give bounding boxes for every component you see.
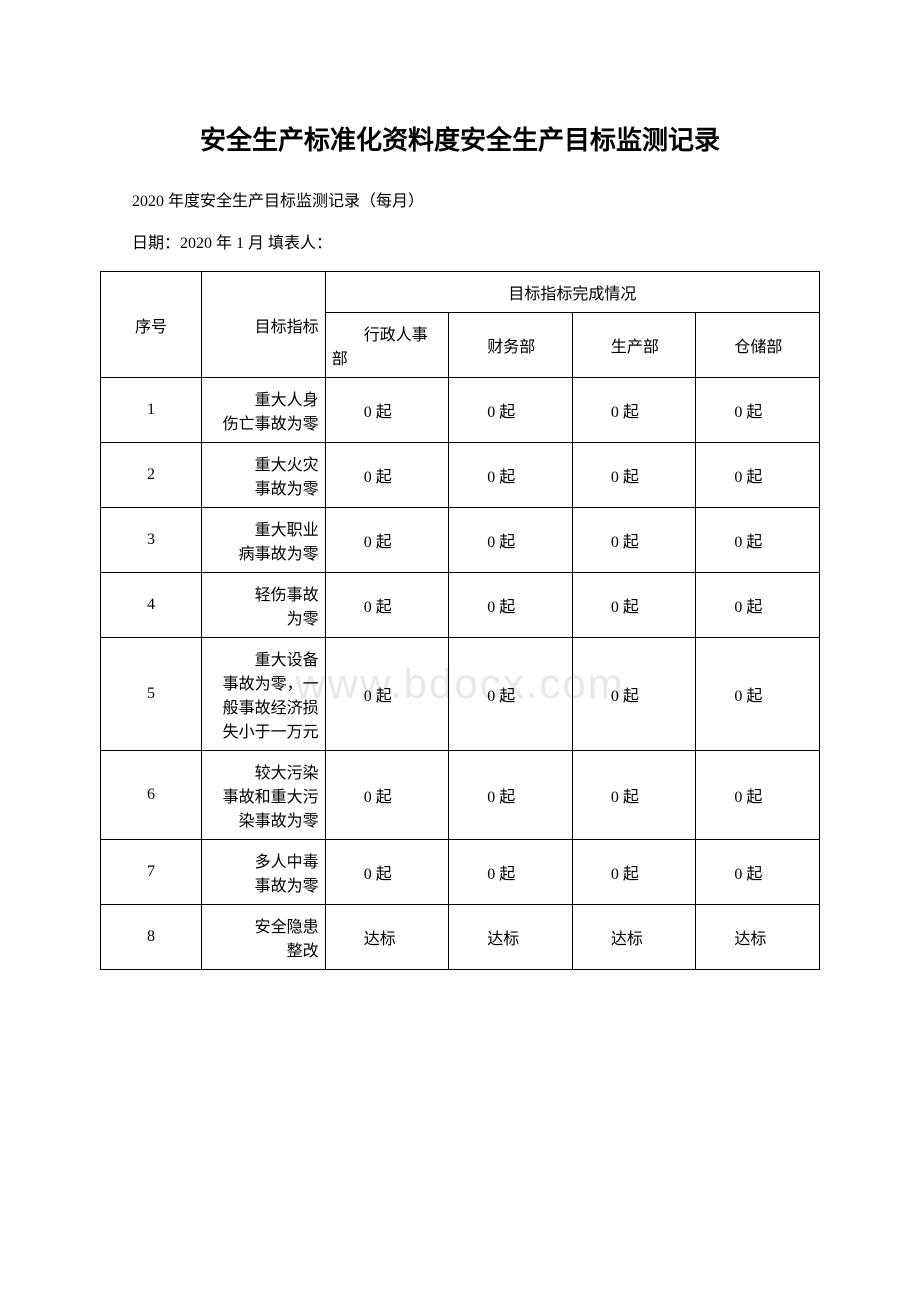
row-value: 0 起 [325, 508, 449, 573]
row-value: 0 起 [449, 840, 573, 905]
date-line-text: 日期：2020 年 1 月 填表人： [100, 229, 820, 253]
row-value: 0 起 [325, 573, 449, 638]
row-value: 0 起 [572, 573, 696, 638]
table-row: 5 重大设备事故为零，一般事故经济损失小于一万元 0 起 0 起 0 起 0 起 [101, 638, 820, 751]
header-dept-0: 行政人事部 [325, 313, 449, 378]
table-row: 8 安全隐患整改 达标 达标 达标 达标 [101, 905, 820, 970]
row-value: 0 起 [696, 840, 820, 905]
row-value: 0 起 [325, 378, 449, 443]
row-value: 0 起 [696, 573, 820, 638]
row-value: 0 起 [449, 378, 573, 443]
row-value: 0 起 [696, 443, 820, 508]
table-row: 4 轻伤事故为零 0 起 0 起 0 起 0 起 [101, 573, 820, 638]
row-seq: 3 [101, 508, 202, 573]
row-value: 达标 [572, 905, 696, 970]
table-row: 2 重大火灾事故为零 0 起 0 起 0 起 0 起 [101, 443, 820, 508]
row-value: 0 起 [696, 378, 820, 443]
row-value: 0 起 [572, 638, 696, 751]
row-seq: 5 [101, 638, 202, 751]
row-value: 达标 [449, 905, 573, 970]
header-completion: 目标指标完成情况 [325, 272, 819, 313]
row-value: 0 起 [325, 638, 449, 751]
header-seq: 序号 [101, 272, 202, 378]
row-value: 0 起 [449, 573, 573, 638]
table-row: 3 重大职业病事故为零 0 起 0 起 0 起 0 起 [101, 508, 820, 573]
row-seq: 2 [101, 443, 202, 508]
row-value: 达标 [325, 905, 449, 970]
row-indicator: 重大职业病事故为零 [202, 508, 326, 573]
row-value: 0 起 [572, 751, 696, 840]
row-indicator: 重大设备事故为零，一般事故经济损失小于一万元 [202, 638, 326, 751]
header-dept-1: 财务部 [449, 313, 573, 378]
row-seq: 1 [101, 378, 202, 443]
header-dept-3: 仓储部 [696, 313, 820, 378]
row-value: 0 起 [572, 840, 696, 905]
row-value: 0 起 [325, 751, 449, 840]
row-indicator: 安全隐患整改 [202, 905, 326, 970]
table-row: 6 较大污染事故和重大污染事故为零 0 起 0 起 0 起 0 起 [101, 751, 820, 840]
row-value: 0 起 [449, 508, 573, 573]
table-header-row-1: 序号 目标指标 目标指标完成情况 [101, 272, 820, 313]
row-value: 0 起 [325, 443, 449, 508]
row-value: 0 起 [696, 638, 820, 751]
row-seq: 7 [101, 840, 202, 905]
row-value: 0 起 [325, 840, 449, 905]
row-seq: 8 [101, 905, 202, 970]
monitoring-table: 序号 目标指标 目标指标完成情况 行政人事部 财务部 生产部 仓储部 1 重大人… [100, 271, 820, 970]
row-value: 0 起 [572, 508, 696, 573]
row-value: 0 起 [449, 443, 573, 508]
table-row: 1 重大人身伤亡事故为零 0 起 0 起 0 起 0 起 [101, 378, 820, 443]
table-row: 7 多人中毒事故为零 0 起 0 起 0 起 0 起 [101, 840, 820, 905]
row-seq: 4 [101, 573, 202, 638]
row-seq: 6 [101, 751, 202, 840]
header-dept-2: 生产部 [572, 313, 696, 378]
header-indicator: 目标指标 [202, 272, 326, 378]
row-value: 0 起 [449, 638, 573, 751]
row-value: 0 起 [572, 378, 696, 443]
row-value: 0 起 [696, 508, 820, 573]
row-indicator: 多人中毒事故为零 [202, 840, 326, 905]
page-title: 安全生产标准化资料度安全生产目标监测记录 [100, 120, 820, 157]
row-indicator: 重大火灾事故为零 [202, 443, 326, 508]
subtitle-text: 2020 年度安全生产目标监测记录（每月） [100, 187, 820, 211]
row-indicator: 轻伤事故为零 [202, 573, 326, 638]
row-value: 0 起 [572, 443, 696, 508]
row-value: 0 起 [449, 751, 573, 840]
row-value: 0 起 [696, 751, 820, 840]
row-value: 达标 [696, 905, 820, 970]
row-indicator: 较大污染事故和重大污染事故为零 [202, 751, 326, 840]
row-indicator: 重大人身伤亡事故为零 [202, 378, 326, 443]
